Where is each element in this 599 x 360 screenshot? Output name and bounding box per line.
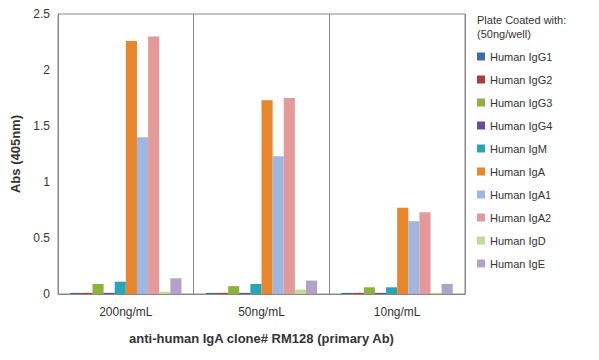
svg-text:Human IgA1: Human IgA1	[490, 189, 551, 201]
svg-text:Human IgG4: Human IgG4	[490, 120, 552, 132]
svg-text:2: 2	[43, 63, 50, 77]
svg-text:50ng/mL: 50ng/mL	[238, 305, 285, 319]
svg-text:0: 0	[43, 287, 50, 301]
svg-text:Human IgE: Human IgE	[490, 258, 545, 270]
svg-text:Human IgA: Human IgA	[490, 166, 546, 178]
svg-text:Human IgA2: Human IgA2	[490, 212, 551, 224]
svg-text:Human IgG1: Human IgG1	[490, 51, 552, 63]
svg-text:1: 1	[43, 175, 50, 189]
svg-text:Human IgD: Human IgD	[490, 235, 546, 247]
svg-text:Abs (405nm): Abs (405nm)	[8, 115, 23, 193]
svg-text:Human IgG2: Human IgG2	[490, 74, 552, 86]
svg-text:2.5: 2.5	[33, 7, 50, 21]
svg-text:10ng/mL: 10ng/mL	[374, 305, 421, 319]
svg-text:(50ng/well): (50ng/well)	[477, 28, 531, 40]
svg-text:Human IgG3: Human IgG3	[490, 97, 552, 109]
svg-text:200ng/mL: 200ng/mL	[99, 305, 153, 319]
svg-text:0.5: 0.5	[33, 231, 50, 245]
svg-text:Plate Coated with:: Plate Coated with:	[477, 14, 566, 26]
svg-text:1.5: 1.5	[33, 119, 50, 133]
svg-text:anti-human IgA clone# RM128 (p: anti-human IgA clone# RM128 (primary Ab)	[129, 331, 394, 346]
svg-text:Human IgM: Human IgM	[490, 143, 547, 155]
